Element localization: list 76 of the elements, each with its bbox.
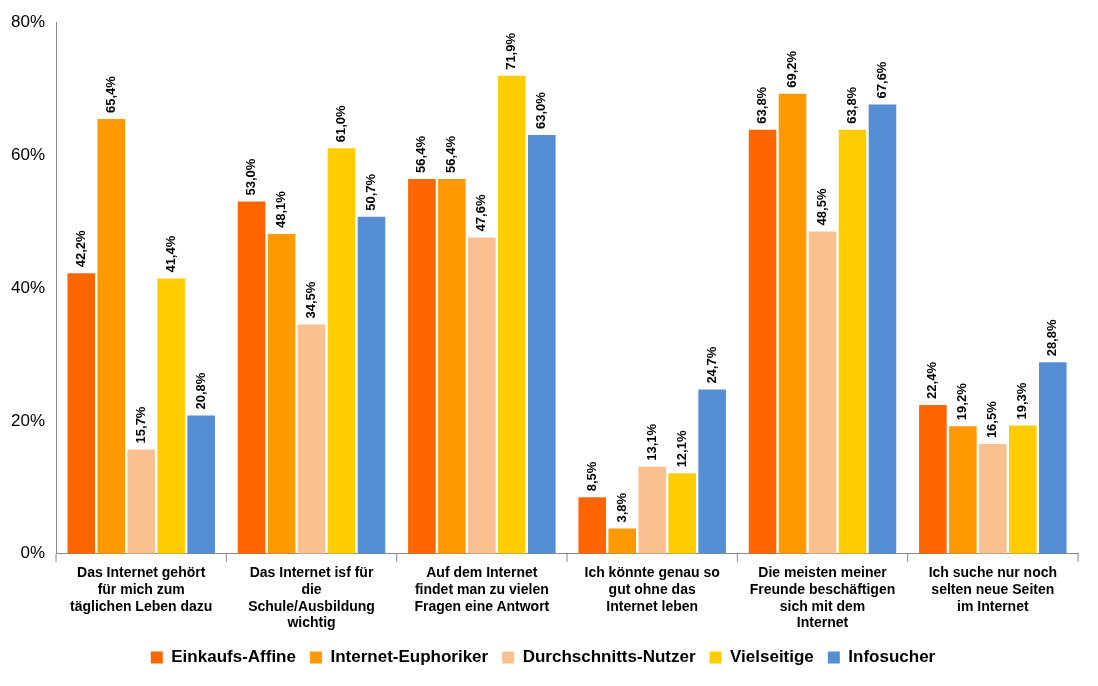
data-label: 19,2% <box>954 382 970 421</box>
data-label: 16,5% <box>984 400 1000 439</box>
bar <box>668 473 696 554</box>
bar <box>67 273 96 554</box>
x-tick-label: Das Internet isf für die Schule/Ausbildung wichtig <box>248 564 375 631</box>
data-label: 65,4% <box>102 75 118 114</box>
legend-label: Durchschnitts-Nutzer <box>522 647 696 667</box>
bar <box>638 466 666 554</box>
data-label: 28,8% <box>1044 319 1060 357</box>
x-tick-label: Ich suche nur noch selten neue Seiten im Internet <box>928 564 1058 614</box>
data-label: 53,0% <box>243 158 259 196</box>
data-label: 56,4% <box>443 135 459 173</box>
y-tick-label: 0% <box>20 543 46 563</box>
data-label: 56,4% <box>413 135 429 173</box>
data-label: 48,5% <box>814 188 830 226</box>
x-tick-label: Das Internet gehört für mich zum täglichen Leben dazu <box>70 564 213 614</box>
data-label: 61,0% <box>333 105 349 143</box>
legend-label: Einkaufs-Affine <box>171 647 296 667</box>
data-label: 24,7% <box>703 346 719 384</box>
data-label: 19,3% <box>1014 382 1030 420</box>
bar <box>698 389 726 554</box>
data-label: 15,7% <box>132 406 148 444</box>
data-label: 20,8% <box>192 372 208 410</box>
bar <box>127 449 155 554</box>
data-label: 69,2% <box>784 50 800 88</box>
bar <box>237 201 266 554</box>
bar <box>187 415 215 554</box>
data-label: 47,6% <box>473 194 489 232</box>
y-tick-label: 40% <box>10 277 46 297</box>
bar <box>1009 425 1037 554</box>
legend-label: Vielseitige <box>730 647 814 667</box>
data-label: 63,8% <box>844 86 860 124</box>
bar <box>578 497 607 554</box>
bar <box>748 129 777 554</box>
bar <box>408 178 436 554</box>
data-label: 63,8% <box>754 86 770 124</box>
bar <box>608 528 636 554</box>
bar <box>297 324 326 554</box>
bar <box>438 178 466 554</box>
bar <box>157 278 185 554</box>
x-tick-label: Die meisten meiner Freunde beschäftigen sich mit dem Internet <box>749 564 896 631</box>
y-tick-label: 60% <box>10 144 46 164</box>
bar <box>838 129 867 554</box>
data-label: 71,9% <box>503 32 519 70</box>
bar <box>327 148 356 554</box>
bar <box>949 426 977 554</box>
y-tick-label: 80% <box>10 11 46 31</box>
legend-label: Internet-Euphoriker <box>330 647 489 667</box>
bar <box>979 444 1007 554</box>
y-tick-label: 20% <box>10 410 46 430</box>
bar <box>528 135 556 554</box>
bar <box>919 404 947 554</box>
bar <box>868 104 897 554</box>
x-tick-label: Ich könnte genau so gut ohne das Internet leben <box>584 564 720 614</box>
data-label: 34,5% <box>303 281 319 319</box>
bar <box>468 237 496 554</box>
data-label: 48,1% <box>273 190 289 229</box>
bar <box>808 231 837 554</box>
data-label: 67,6% <box>874 61 890 99</box>
legend-label: Infosucher <box>848 647 936 667</box>
data-label: 22,4% <box>924 361 940 399</box>
data-label: 42,2% <box>72 229 88 268</box>
data-label: 41,4% <box>162 235 178 273</box>
data-label: 63,0% <box>533 91 549 130</box>
data-label: 13,1% <box>643 423 659 461</box>
data-label: 8,5% <box>583 461 599 492</box>
data-label: 12,1% <box>673 430 689 468</box>
data-label: 50,7% <box>363 173 379 211</box>
bar <box>1039 362 1067 554</box>
bar <box>97 119 125 554</box>
data-label: 3,8% <box>613 492 629 523</box>
x-tick-label: Auf dem Internet findet man zu vielen Fragen eine Antwort <box>414 564 550 614</box>
bar <box>498 75 526 554</box>
bar <box>357 216 386 554</box>
bar <box>778 93 807 554</box>
bar <box>267 234 296 554</box>
